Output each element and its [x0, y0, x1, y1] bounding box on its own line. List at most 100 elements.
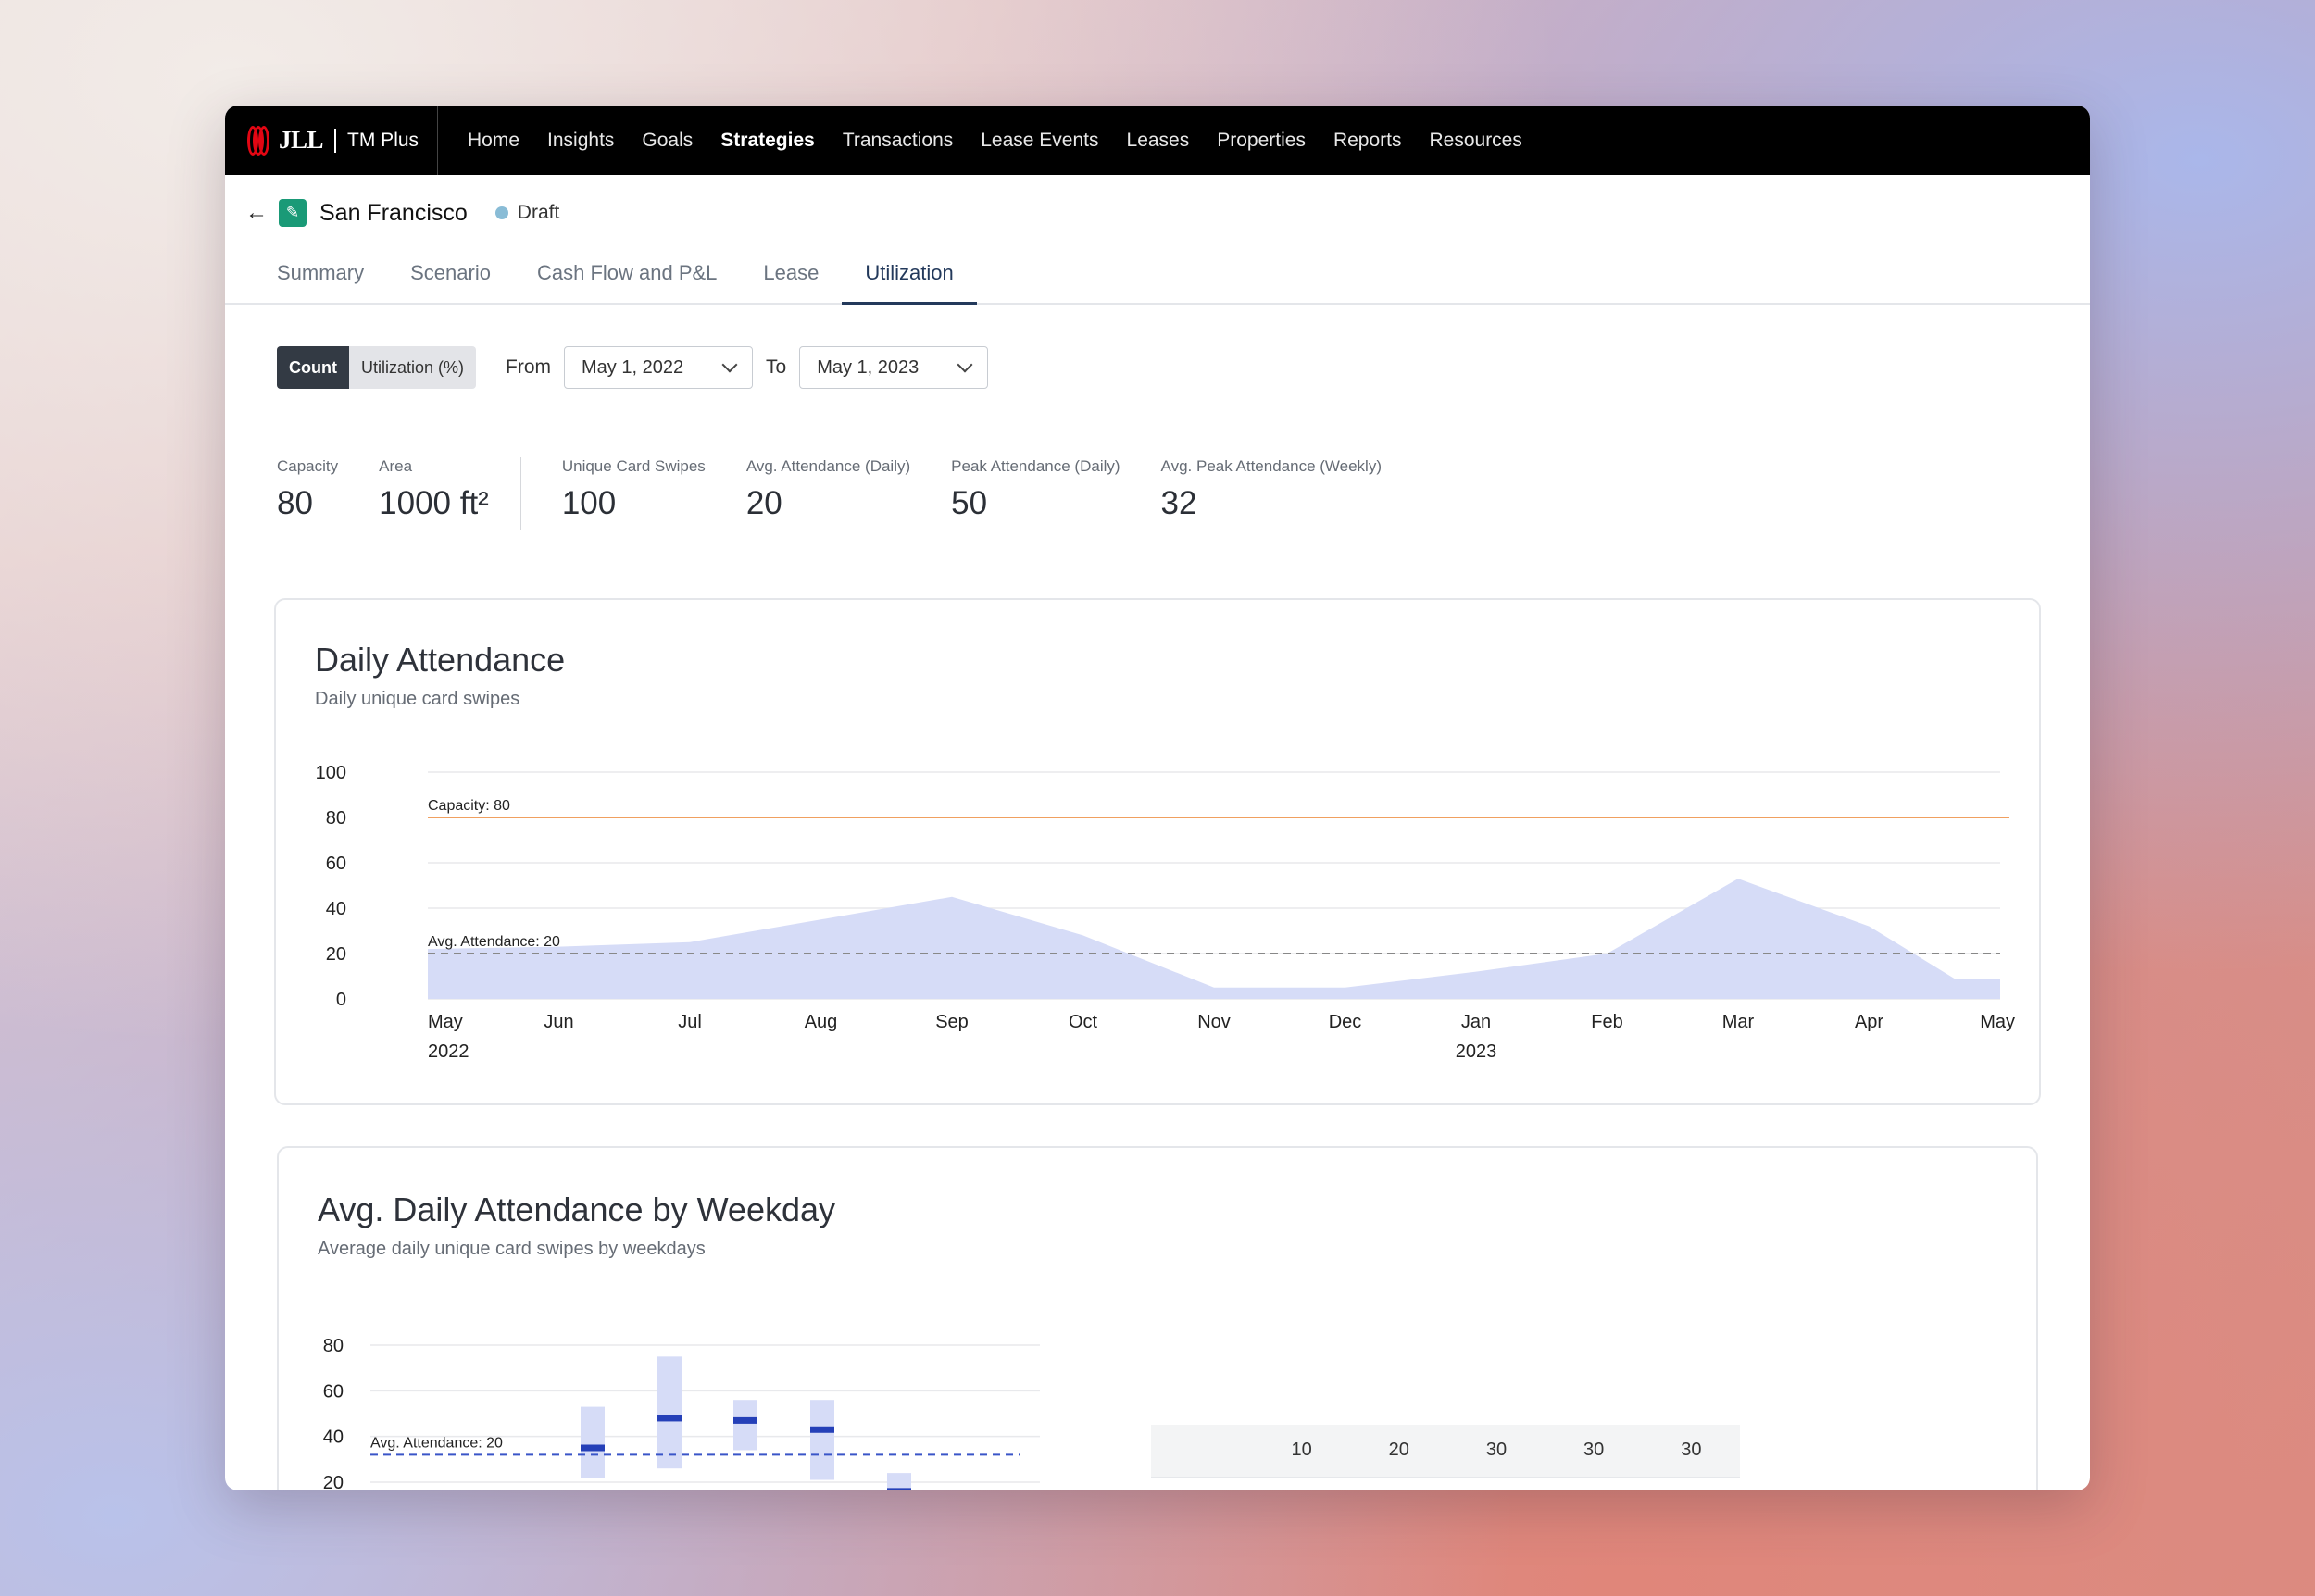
jll-logo: JLL [247, 125, 324, 156]
edit-icon[interactable]: ✎ [279, 199, 307, 227]
weekday-avg-marker [810, 1426, 834, 1433]
weekday-range-bar [733, 1400, 757, 1451]
nav-reports[interactable]: Reports [1333, 129, 1402, 151]
table-row: Peak1020303030 [1151, 1477, 1740, 1490]
weekday-avg-marker [733, 1416, 757, 1424]
card-title: Avg. Daily Attendance by Weekday [318, 1191, 836, 1228]
tab-lease[interactable]: Lease [763, 261, 820, 284]
title-row: ← ✎ San Francisco Draft [245, 196, 559, 230]
chevron-down-icon [721, 356, 738, 373]
x-tick-label: Feb [1591, 1012, 1622, 1032]
to-date-select[interactable]: May 1, 2023 [799, 346, 989, 389]
table-cell: 30 [1447, 1425, 1545, 1478]
back-arrow-icon[interactable]: ← [245, 200, 268, 225]
tab-utilization[interactable]: Utilization [842, 261, 977, 305]
tab-scenario[interactable]: Scenario [410, 261, 491, 284]
weekday-avg-marker [887, 1488, 911, 1490]
metric-value: 50 [951, 485, 988, 521]
metric-avg-peak-weekly: Avg. Peak Attendance (Weekly) 32 [1161, 457, 1382, 530]
metric-label: Capacity [277, 457, 339, 475]
top-nav: JLL TM Plus Home Insights Goals Strategi… [225, 106, 2090, 175]
y-tick-label: 100 [316, 763, 346, 783]
y-tick-label: 40 [323, 1428, 344, 1448]
mode-count-button[interactable]: Count [277, 346, 349, 389]
tab-summary[interactable]: Summary [277, 261, 365, 284]
metric-value: 1000 ft² [379, 485, 489, 521]
card-subtitle: Average daily unique card swipes by week… [318, 1239, 706, 1259]
nav-leases[interactable]: Leases [1126, 129, 1190, 151]
weekday-range-bar [657, 1356, 682, 1469]
x-tick-label: Sep [935, 1012, 969, 1032]
x-tick-label: Aug [805, 1012, 838, 1032]
product-name: TM Plus [347, 129, 419, 151]
table-cell: 10 [1253, 1425, 1351, 1478]
mode-utilization-button[interactable]: Utilization (%) [360, 357, 465, 377]
nav-home[interactable]: Home [468, 129, 520, 151]
reference-line-label: Avg. Attendance: 20 [428, 934, 560, 950]
from-date-select[interactable]: May 1, 2022 [564, 346, 754, 389]
metric-value: 80 [277, 485, 313, 521]
reference-line-label: Capacity: 80 [428, 798, 510, 814]
table-cell: 30 [1642, 1477, 1740, 1490]
metric-capacity: Capacity 80 [277, 457, 338, 530]
to-date-value: May 1, 2023 [817, 356, 920, 378]
from-label: From [506, 356, 552, 378]
weekday-avg-marker [581, 1444, 605, 1452]
weekday-range-bar [887, 1473, 911, 1490]
y-tick-label: 80 [323, 1336, 344, 1356]
y-tick-label: 60 [323, 1381, 344, 1402]
filter-bar: Count Utilization (%) From May 1, 2022 T… [277, 346, 989, 389]
jll-rings-icon [247, 125, 275, 156]
nav-properties[interactable]: Properties [1217, 129, 1306, 151]
x-tick-label: Apr [1855, 1012, 1883, 1032]
metric-avg-daily: Avg. Attendance (Daily) 20 [746, 457, 910, 530]
x-tick-label: Dec [1329, 1012, 1362, 1032]
nav-resources[interactable]: Resources [1429, 129, 1522, 151]
metric-value: 100 [561, 485, 617, 521]
table-cell: 30 [1545, 1425, 1643, 1478]
status-badge: Draft [517, 202, 560, 223]
y-tick-label: 20 [323, 1473, 344, 1490]
metric-value: 20 [745, 485, 782, 521]
metrics-row: Capacity 80 Area 1000 ft² Unique Card Sw… [277, 457, 1422, 530]
row-label: Peak [1151, 1477, 1253, 1490]
y-tick-label: 80 [326, 808, 346, 829]
weekday-range-bar [810, 1400, 834, 1480]
metric-label: Peak Attendance (Daily) [951, 457, 1120, 475]
metric-label: Unique Card Swipes [561, 457, 706, 475]
brand[interactable]: JLL TM Plus [225, 106, 438, 175]
table-cell: 20 [1350, 1425, 1448, 1478]
nav-strategies[interactable]: Strategies [720, 129, 815, 151]
daily-attendance-card: Daily Attendance Daily unique card swipe… [274, 598, 2041, 1105]
x-tick-label: Oct [1069, 1012, 1098, 1032]
x-tick-label: May [428, 1012, 463, 1032]
table-cell: 20 [1350, 1477, 1448, 1490]
weekday-table: 1020303030Peak1020303030Average102030303… [1151, 1425, 1740, 1490]
x-tick-label: May [1980, 1012, 2015, 1032]
table-cell: 30 [1545, 1477, 1643, 1490]
tab-bar: Summary Scenario Cash Flow and P&L Lease… [277, 261, 977, 305]
page-title: San Francisco [319, 199, 468, 226]
tab-cash-flow[interactable]: Cash Flow and P&L [536, 261, 718, 284]
table-cell: 30 [1642, 1425, 1740, 1478]
table-cell: 10 [1253, 1477, 1351, 1490]
x-tick-label: Mar [1722, 1012, 1755, 1032]
metric-unique-swipes: Unique Card Swipes 100 [562, 457, 706, 530]
to-label: To [766, 356, 787, 378]
nav-lease-events[interactable]: Lease Events [981, 129, 1099, 151]
y-tick-label: 0 [336, 990, 346, 1010]
page-header: ← ✎ San Francisco Draft Summary Scenario… [225, 106, 2090, 305]
reference-line-label: Avg. Attendance: 20 [370, 1435, 503, 1451]
x-year-label: 2022 [428, 1041, 469, 1062]
weekday-attendance-chart: 20 40 60 80 Avg. Attendance: 20 [323, 1336, 1040, 1490]
nav-insights[interactable]: Insights [547, 129, 615, 151]
metric-label: Avg. Attendance (Daily) [745, 457, 911, 475]
weekday-range-bar [581, 1406, 605, 1478]
nav-transactions[interactable]: Transactions [842, 129, 954, 151]
daily-attendance-chart: 0 20 40 60 80 100 Capacity: 80 Avg. Attendance:… [316, 763, 2015, 1062]
nav-goals[interactable]: Goals [642, 129, 694, 151]
main-nav: Home Insights Goals Strategies Transacti… [468, 130, 1550, 152]
metric-divider [519, 457, 521, 530]
card-subtitle: Daily unique card swipes [315, 689, 520, 709]
x-tick-label: Jan [1461, 1012, 1491, 1032]
